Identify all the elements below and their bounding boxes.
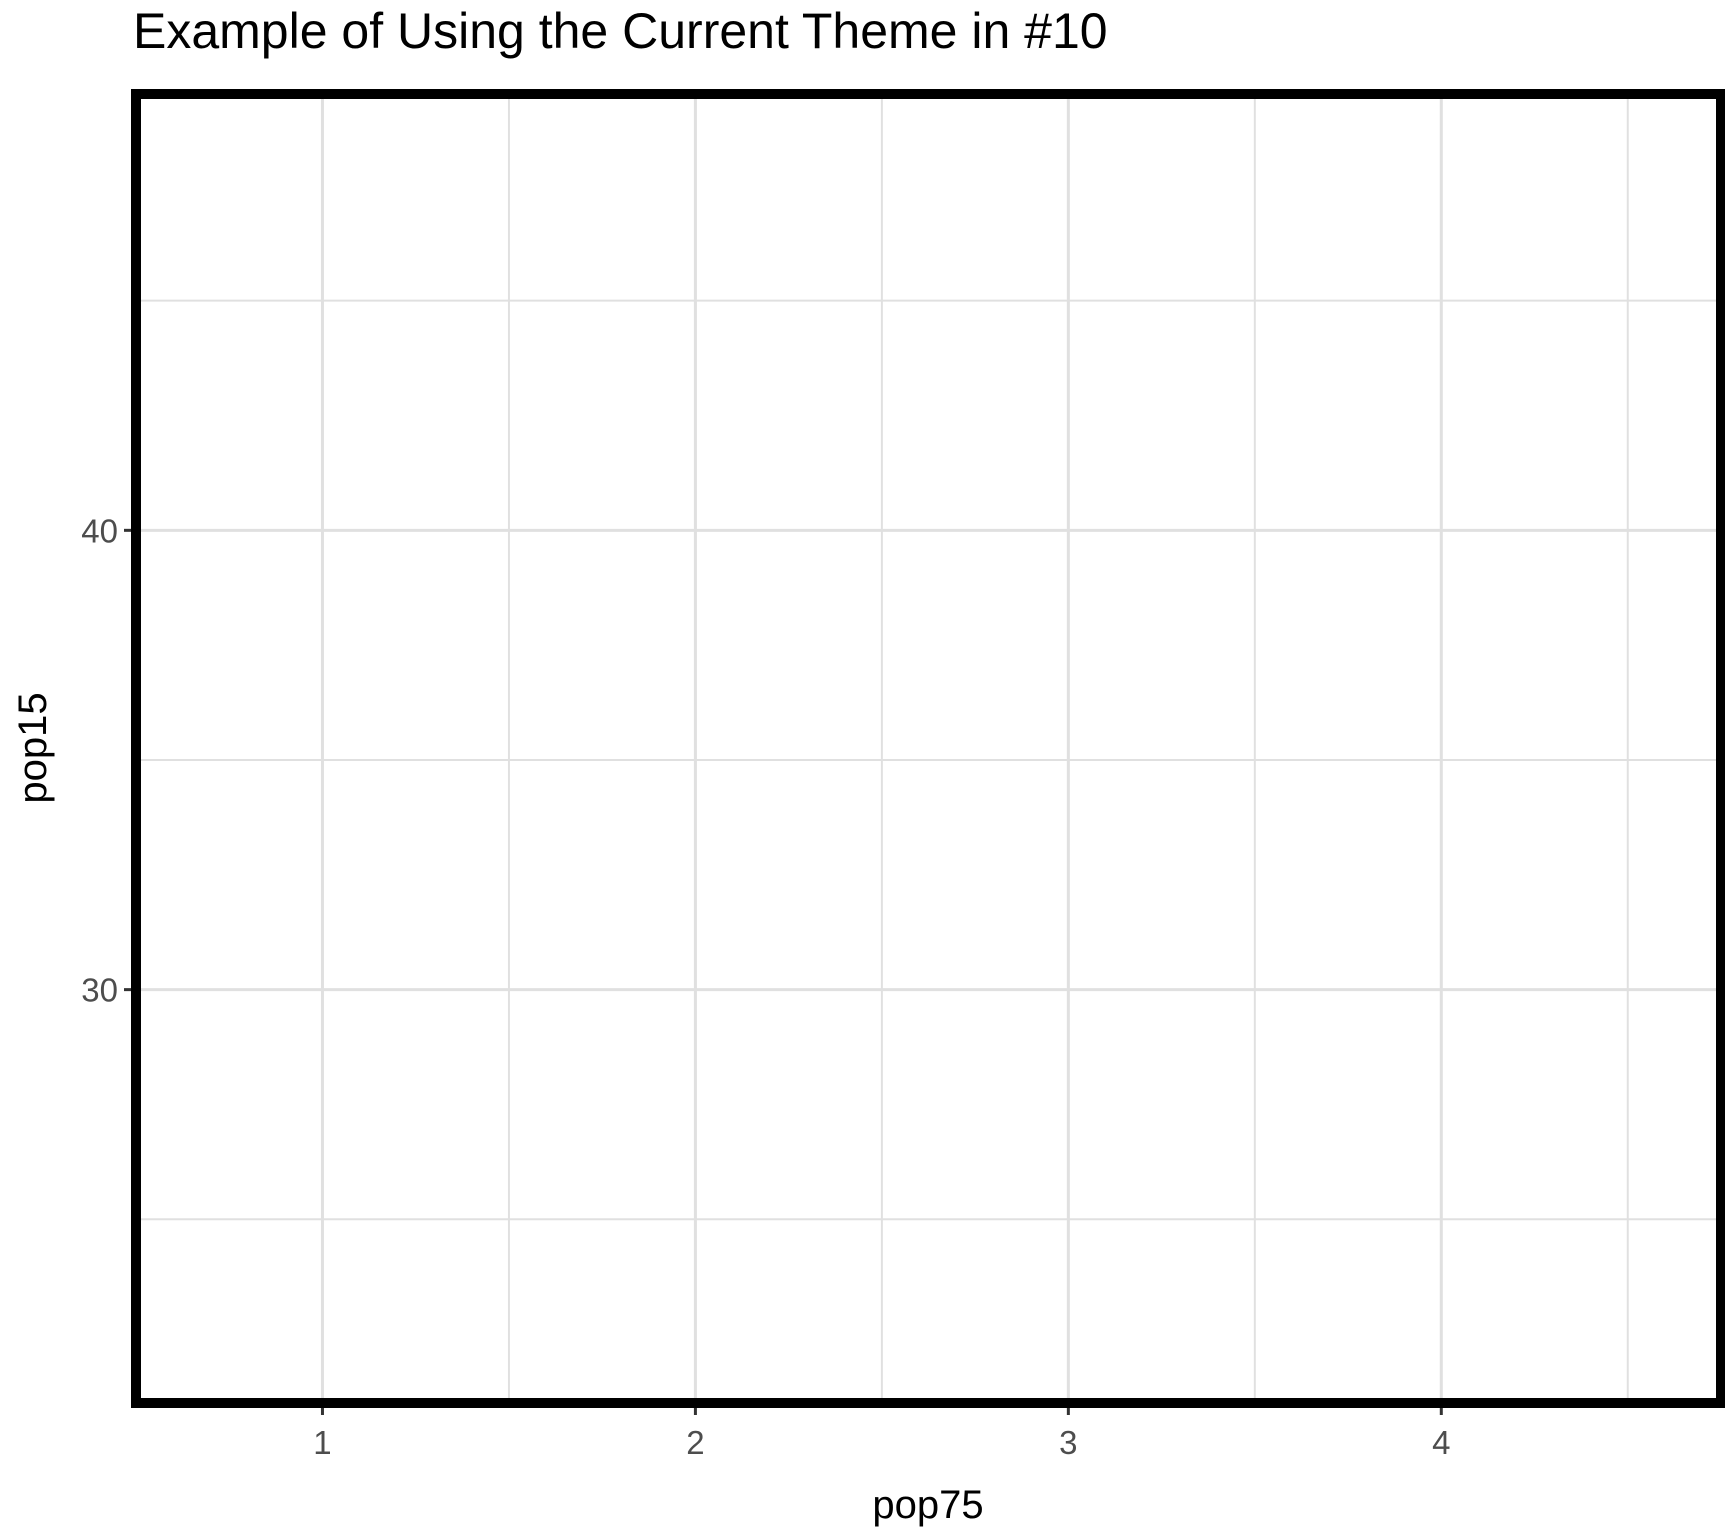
chart-title: Example of Using the Current Theme in #1…: [133, 3, 1108, 59]
y-tick-label: 30: [81, 972, 118, 1009]
y-axis-title: pop15: [11, 692, 55, 803]
grid-lines: [135, 94, 1721, 1403]
x-tick-label: 2: [686, 1424, 704, 1461]
x-tick-label: 4: [1432, 1424, 1450, 1461]
x-axis-title: pop75: [872, 1483, 983, 1527]
panel-border: [131, 89, 1725, 1408]
x-tick-label: 3: [1059, 1424, 1077, 1461]
x-axis-ticks: 1 2 3 4: [313, 1403, 1450, 1461]
y-tick-label: 40: [81, 512, 118, 549]
y-axis-ticks: 30 40: [81, 512, 136, 1009]
x-tick-label: 1: [313, 1424, 331, 1461]
